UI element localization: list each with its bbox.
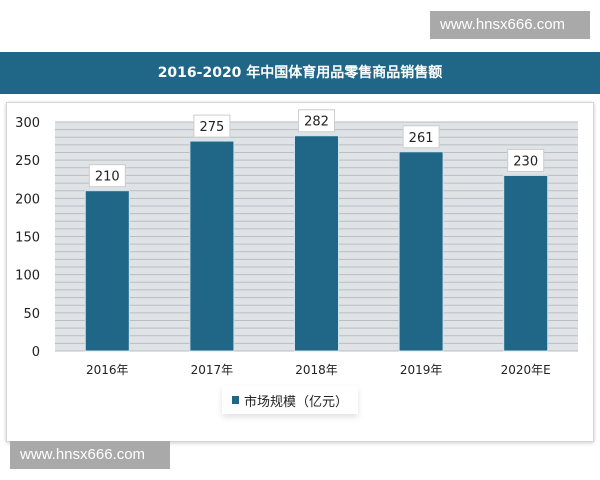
data-label: 261 [409, 131, 434, 146]
data-label-box [507, 148, 545, 172]
bar [503, 174, 549, 352]
data-label-box [88, 164, 126, 188]
y-tick-label: 150 [15, 231, 40, 246]
data-label-box [193, 114, 231, 138]
x-tick-label: 2019年 [400, 363, 443, 377]
x-tick-label: 2017年 [191, 363, 234, 377]
legend-swatch [232, 396, 239, 404]
legend-label: 市场规模（亿元） [244, 394, 349, 410]
x-tick-label: 2016年 [86, 363, 129, 377]
bar [294, 135, 339, 352]
y-tick-label: 300 [15, 116, 40, 131]
bar [189, 140, 235, 352]
watermark: www.hnsx666.com [430, 11, 590, 39]
legend: 市场规模（亿元） [222, 386, 359, 414]
y-tick-label: 250 [15, 154, 40, 169]
bar [84, 190, 130, 352]
data-label-box [402, 125, 440, 149]
y-tick-label: 100 [15, 269, 40, 284]
data-label: 275 [199, 120, 224, 135]
data-label: 282 [304, 115, 329, 130]
data-label-box [298, 109, 335, 133]
x-tick-label: 2018年 [295, 363, 338, 377]
data-label: 210 [95, 170, 120, 185]
y-tick-label: 0 [32, 345, 40, 360]
y-tick-label: 50 [23, 307, 40, 322]
watermark: www.hnsx666.com [10, 441, 170, 469]
y-tick-label: 200 [15, 192, 40, 207]
bar [398, 151, 444, 352]
x-tick-label: 2020年E [501, 363, 551, 377]
chart-title: 2016-2020 年中国体育用品零售商品销售额 [0, 52, 600, 94]
data-label: 230 [513, 154, 538, 169]
